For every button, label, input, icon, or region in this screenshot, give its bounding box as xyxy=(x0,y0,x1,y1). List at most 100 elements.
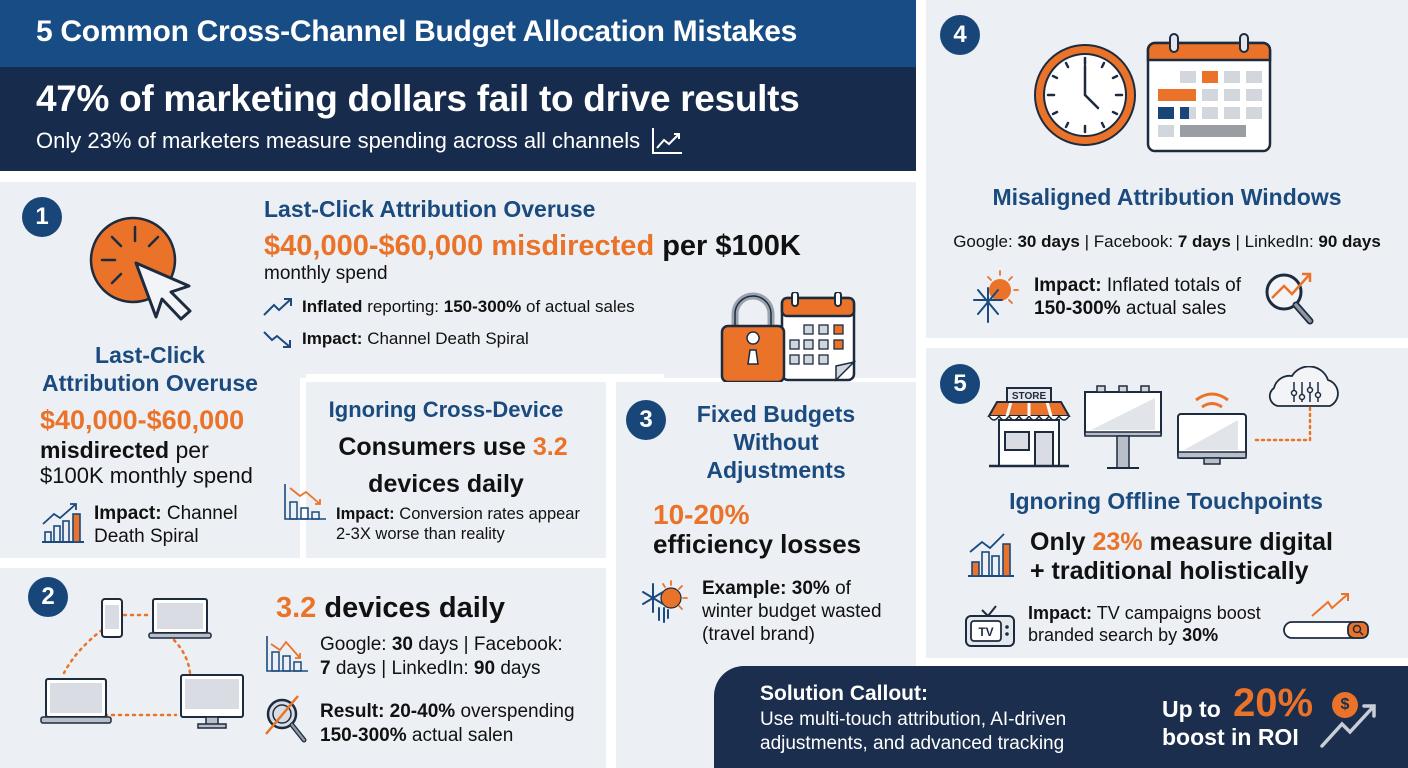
mistake-1-side-amount: $40,000-$60,000 xyxy=(40,405,245,435)
snowflake-sun-icon xyxy=(641,578,693,628)
lock-calendar-icon xyxy=(720,292,860,387)
connected-tv-icon xyxy=(1176,388,1248,468)
mistake-1-side-misdirected: misdirected per xyxy=(40,437,209,463)
svg-text:STORE: STORE xyxy=(1012,391,1047,402)
side-per: per xyxy=(175,437,209,463)
side-impact-label: Impact: xyxy=(94,503,162,524)
bar-chart-up-icon xyxy=(966,532,1016,578)
impact-text2: 2-3X worse than reality xyxy=(336,524,505,543)
impact-label: Impact: xyxy=(336,505,395,523)
mistake-4-title: Misaligned Attribution Windows xyxy=(992,184,1342,210)
title-line3: Adjustments xyxy=(706,457,846,484)
mistake-1-amount-value: $40,000-$60,000 misdirected xyxy=(264,230,655,262)
mistake-1-impact: Impact: Channel Death Spiral xyxy=(302,329,529,349)
roi-value: 20% xyxy=(1233,681,1314,725)
mistake-3-stat-value: 10-20% xyxy=(653,499,750,530)
mistake-1-inflated: Inflated reporting: 150-300% of actual s… xyxy=(302,297,635,317)
result-text: overspending xyxy=(460,701,575,722)
mistake-2-result: Result: 20-40% overspending 150-300% act… xyxy=(320,700,575,748)
inflated-text: reporting: xyxy=(367,297,440,316)
magnifier-trend-icon xyxy=(1262,270,1322,326)
stat-prefix: Only xyxy=(1030,528,1086,556)
impact-label: Impact: xyxy=(1028,603,1093,623)
solution-text-line1: Use multi-touch attribution, AI-driven xyxy=(760,709,1067,730)
subheadline-text: Only 23% of marketers measure spending a… xyxy=(36,128,641,153)
cross-device-network-icon xyxy=(36,595,251,730)
google-label: Google: xyxy=(320,634,387,655)
linkedin-value: 90 days xyxy=(1318,232,1381,251)
mistake-1-side-impact: Impact: Channel Death Spiral xyxy=(94,503,238,549)
cursor-click-icon xyxy=(88,215,208,327)
impact-value: 150-300% xyxy=(1034,297,1121,319)
roi-prefix: Up to xyxy=(1162,696,1221,722)
side-title-line1: Last-Click xyxy=(95,342,205,368)
mistake-1-side-tail: $100K monthly spend xyxy=(40,463,253,488)
svg-text:TV: TV xyxy=(978,625,993,639)
impact-label: Impact: xyxy=(1034,275,1102,296)
cross-device-impact: Impact: Conversion rates appear 2-3X wor… xyxy=(336,505,580,545)
facebook-label: Facebook: xyxy=(1093,232,1174,251)
cross-device-title: Ignoring Cross-Device xyxy=(328,397,564,422)
mistake-5-impact: Impact: TV campaigns boost branded searc… xyxy=(1028,603,1261,647)
mistake-2-badge: 2 xyxy=(28,577,68,617)
subheadline: Only 23% of marketers measure spending a… xyxy=(36,126,684,156)
example-of: of xyxy=(835,578,851,599)
mistake-4-windows: Google: 30 days | Facebook: 7 days | Lin… xyxy=(953,232,1381,251)
clock-icon xyxy=(1032,42,1138,148)
linkedin-label: LinkedIn: xyxy=(1244,232,1314,251)
mistake-1-badge: 1 xyxy=(22,197,62,237)
cross-device-stat: Consumers use 3.2 xyxy=(306,433,600,462)
side-impact-text2: Death Spiral xyxy=(94,525,199,547)
result-value2: 150-300% xyxy=(320,724,407,746)
facebook-value: 7 days xyxy=(1177,232,1231,251)
mistake-3-stat-suffix: efficiency losses xyxy=(653,529,862,559)
stat-value: 3.2 xyxy=(276,592,317,624)
inflated-value: 150-300% xyxy=(443,297,522,316)
mistake-2-panel xyxy=(0,568,606,768)
sun-snowflake-icon xyxy=(972,268,1022,324)
result-label: Result: 20-40% xyxy=(320,701,456,722)
headline-stat: 47% of marketing dollars fail to drive r… xyxy=(36,78,800,119)
example-line2: winter budget wasted xyxy=(702,600,882,622)
result-tail: actual salen xyxy=(411,724,514,746)
facebook-value: 7 xyxy=(320,657,331,679)
google-value: 30 xyxy=(391,634,413,655)
days-label: days xyxy=(500,657,541,679)
days-label: days xyxy=(418,634,459,655)
mistake-1-amount-tail: monthly spend xyxy=(264,263,388,284)
impact-text: Channel Death Spiral xyxy=(367,329,529,348)
mistake-3-badge: 3 xyxy=(626,400,666,440)
stat-line2: + traditional holistically xyxy=(1030,556,1309,585)
example-label: Example: 30% xyxy=(702,578,830,599)
stat-prefix: Consumers use xyxy=(338,433,526,461)
example-line3: (travel brand) xyxy=(702,623,815,645)
calendar-icon xyxy=(1146,33,1272,153)
solution-callout xyxy=(714,666,1408,768)
mistake-1-amount: $40,000-$60,000 misdirected per $100K xyxy=(264,230,801,263)
mistake-1-side-title: Last-Click Attribution Overuse xyxy=(0,342,300,397)
trend-up-icon xyxy=(262,296,294,318)
roi-suffix: boost in ROI xyxy=(1162,724,1299,750)
mistake-3-title: Fixed Budgets Without Adjustments xyxy=(676,400,876,484)
side-misdirected: misdirected xyxy=(40,437,170,463)
solution-text-line2: adjustments, and advanced tracking xyxy=(760,732,1065,754)
stat-value: 3.2 xyxy=(532,433,568,461)
tv-icon: TV xyxy=(964,602,1016,648)
solution-title: Solution Callout: xyxy=(760,682,928,705)
bar-chart-down-icon xyxy=(282,482,328,522)
page-title: 5 Common Cross-Channel Budget Allocation… xyxy=(36,15,797,48)
facebook-label: Facebook: xyxy=(473,634,563,655)
mistake-1-amount-suffix: per $100K xyxy=(662,230,801,262)
header-title-bar xyxy=(0,0,916,67)
impact-text1: TV campaigns boost xyxy=(1096,603,1261,623)
dollar-coin-icon: $ xyxy=(1332,692,1358,718)
google-value: 30 days xyxy=(1017,232,1080,251)
mistake-3-example: Example: 30% of winter budget wasted (tr… xyxy=(702,578,882,646)
mistake-4-badge: 4 xyxy=(940,15,980,55)
line-chart-icon xyxy=(650,126,684,156)
growth-arrow-icon xyxy=(1318,700,1384,750)
cloud-settings-icon xyxy=(1248,366,1348,446)
side-impact-text1: Channel xyxy=(166,503,238,524)
mistake-5-badge: 5 xyxy=(940,364,980,404)
store-icon: STORE xyxy=(987,386,1071,470)
